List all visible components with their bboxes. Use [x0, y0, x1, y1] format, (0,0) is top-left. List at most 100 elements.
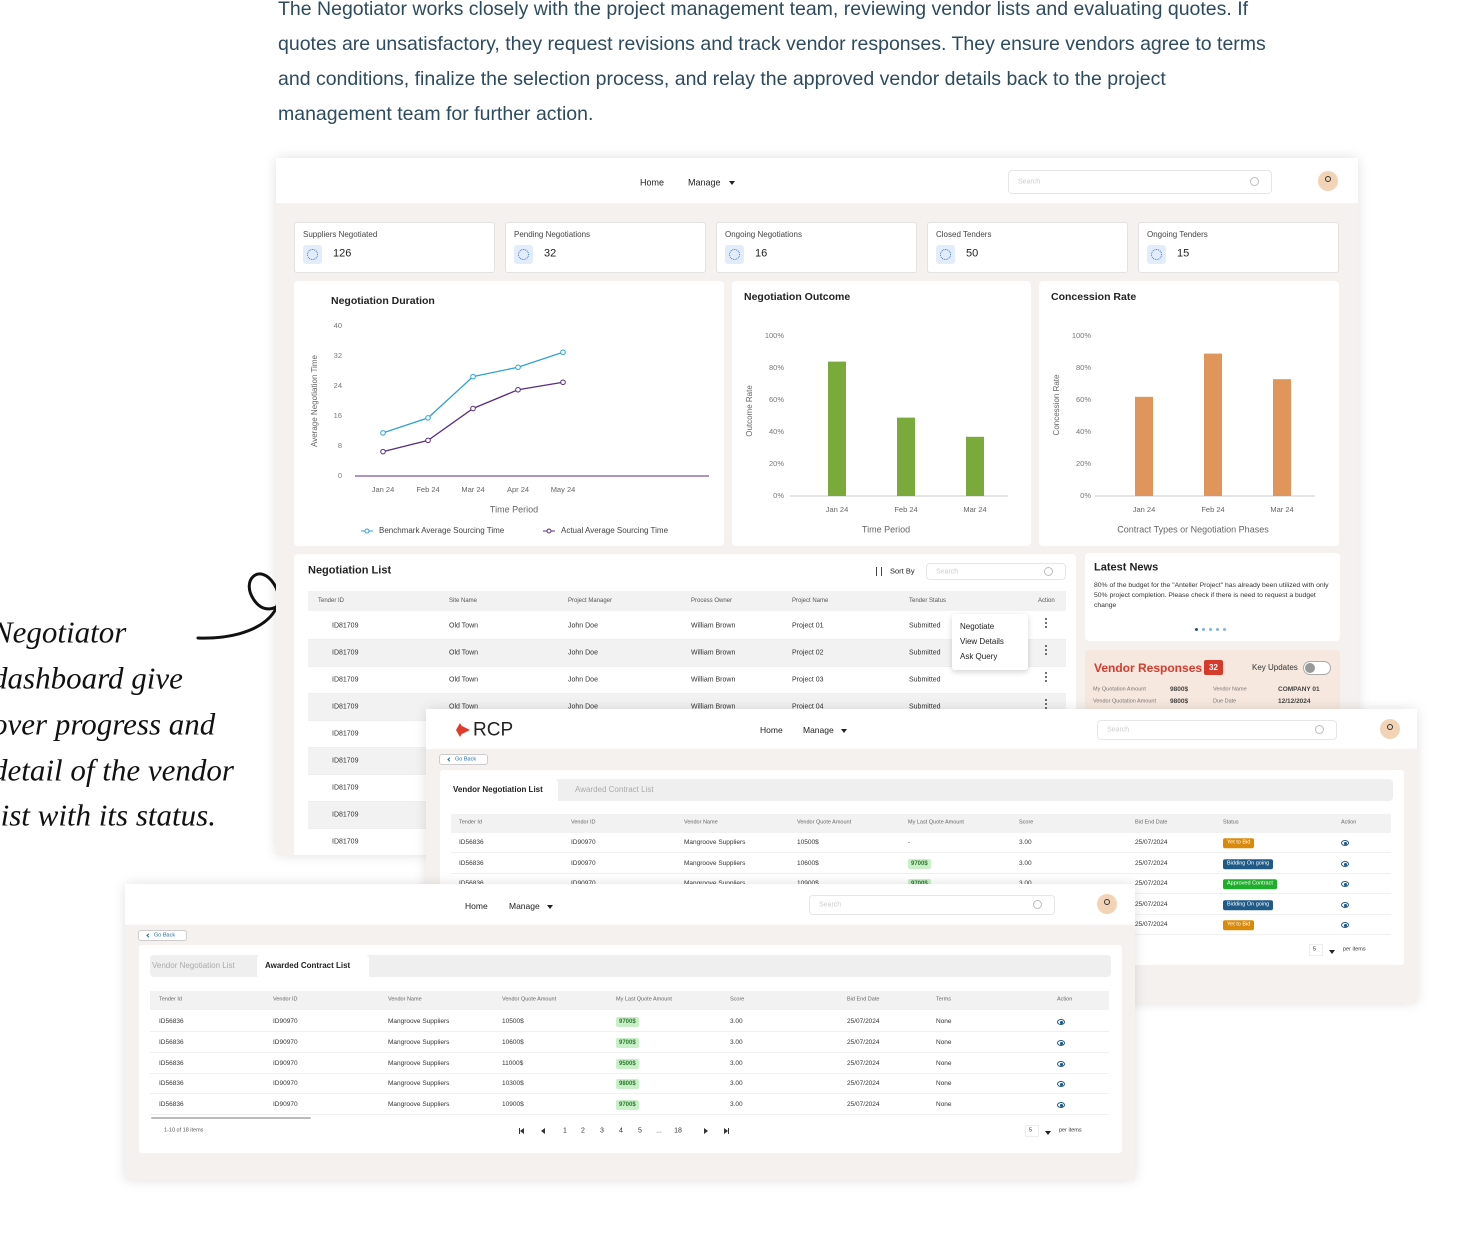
action-menu-dot[interactable]: [1045, 653, 1047, 655]
action-menu-dot[interactable]: [1045, 645, 1047, 647]
tab[interactable]: Vendor Negotiation List: [453, 785, 543, 794]
action-menu-dot[interactable]: [1045, 618, 1047, 620]
action-menu-dot[interactable]: [1045, 676, 1047, 678]
view-icon[interactable]: [1057, 1061, 1065, 1067]
carousel-dot[interactable]: [1209, 628, 1212, 631]
view-icon[interactable]: [1057, 1102, 1065, 1108]
table-cell: None: [936, 1017, 952, 1025]
page-size-box[interactable]: [1309, 944, 1323, 956]
status-badge: Approved Contract: [1223, 879, 1277, 889]
action-menu-dot[interactable]: [1045, 626, 1047, 628]
page-size-box[interactable]: [1025, 1125, 1039, 1137]
legend-label: Benchmark Average Sourcing Time: [379, 526, 505, 535]
search-box[interactable]: [809, 895, 1055, 915]
tab[interactable]: Vendor Negotiation List: [152, 961, 235, 970]
page-number[interactable]: 3: [600, 1127, 604, 1135]
column-header: Score: [1019, 819, 1034, 826]
y-tick-label: 8: [338, 441, 342, 450]
nav-link[interactable]: Home: [760, 724, 783, 735]
quote-pill: 9700$: [616, 1017, 639, 1027]
table-cell: 3.00: [1019, 859, 1032, 867]
action-menu-dot[interactable]: [1045, 707, 1047, 709]
x-tick-label: Feb 24: [894, 505, 917, 514]
table-cell: 10600$: [797, 859, 819, 867]
search-icon: [1250, 177, 1259, 186]
page-number[interactable]: 1: [563, 1127, 567, 1135]
view-icon[interactable]: [1341, 840, 1349, 846]
stat-label: Ongoing Tenders: [1147, 230, 1208, 239]
tab[interactable]: Awarded Contract List: [575, 785, 654, 794]
view-icon[interactable]: [1341, 902, 1349, 908]
table-row: [451, 854, 1391, 874]
carousel-dot[interactable]: [1223, 628, 1226, 631]
table-cell: ID81709: [332, 676, 359, 684]
y-tick-label: 40: [334, 321, 342, 330]
table-cell: 3.00: [730, 1059, 743, 1067]
legend-label: Actual Average Sourcing Time: [561, 526, 669, 535]
bar: [828, 361, 846, 496]
pagination-arrow[interactable]: [520, 1128, 524, 1134]
action-menu-dot[interactable]: [1045, 649, 1047, 651]
nav-link[interactable]: Home: [465, 900, 488, 911]
action-menu-dot[interactable]: [1045, 703, 1047, 705]
table-row: [150, 1012, 1109, 1032]
back-button[interactable]: [138, 930, 187, 941]
table-cell: ID81709: [332, 622, 359, 630]
page-number[interactable]: 5: [638, 1127, 642, 1135]
y-tick-label: 60%: [1076, 395, 1091, 404]
data-point: [425, 415, 431, 421]
view-icon-pupil: [1060, 1104, 1063, 1107]
page-number[interactable]: ...: [656, 1127, 662, 1135]
table-cell: John Doe: [568, 622, 598, 630]
table-cell: ID90970: [273, 1059, 298, 1067]
view-icon[interactable]: [1057, 1019, 1065, 1025]
nav-link[interactable]: Home: [640, 177, 665, 188]
pagination-arrow[interactable]: [724, 1128, 728, 1134]
x-axis-label: Time Period: [862, 524, 910, 534]
pagination-summary: 1-10 of 18 items: [164, 1127, 204, 1134]
back-button[interactable]: [439, 754, 488, 765]
page-size: 5: [1029, 1127, 1033, 1134]
data-point: [515, 386, 521, 393]
nav-link[interactable]: Manage: [509, 900, 540, 911]
menu-item[interactable]: Ask Query: [960, 652, 998, 661]
column-header: Tender Id: [459, 819, 482, 826]
menu-item[interactable]: Negotiate: [960, 622, 995, 631]
carousel-dot[interactable]: [1216, 628, 1219, 631]
action-menu-dot[interactable]: [1045, 680, 1047, 682]
view-icon[interactable]: [1057, 1081, 1065, 1087]
view-icon[interactable]: [1057, 1040, 1065, 1046]
menu-item[interactable]: View Details: [960, 637, 1004, 646]
page-size: 5: [1313, 946, 1317, 953]
pagination-arrow[interactable]: [541, 1128, 545, 1134]
action-menu-dot[interactable]: [1045, 699, 1047, 701]
view-icon[interactable]: [1341, 922, 1349, 928]
table-cell: 3.00: [730, 1079, 743, 1087]
view-icon[interactable]: [1341, 861, 1349, 867]
pagination-bar: [519, 1128, 520, 1134]
action-menu-dot[interactable]: [1045, 622, 1047, 624]
pagination-arrow[interactable]: [704, 1128, 708, 1134]
y-tick-label: 100%: [1072, 331, 1092, 340]
y-tick-label: 20%: [1076, 459, 1091, 468]
search-box[interactable]: [926, 563, 1066, 580]
status-badge: Yet to Bid: [1223, 838, 1255, 848]
search-box[interactable]: [1008, 170, 1272, 194]
carousel-dot[interactable]: [1195, 628, 1198, 631]
active-tab: [451, 779, 558, 801]
page-number[interactable]: 18: [674, 1127, 682, 1135]
search-box[interactable]: [1097, 720, 1337, 740]
page-number[interactable]: 4: [619, 1127, 623, 1135]
quote-pill: 9500$: [616, 1059, 639, 1069]
nav-link[interactable]: Manage: [803, 724, 834, 735]
page-number[interactable]: 2: [581, 1127, 585, 1135]
tab[interactable]: Awarded Contract List: [265, 961, 351, 970]
view-icon[interactable]: [1341, 881, 1349, 887]
carousel-dot[interactable]: [1202, 628, 1205, 631]
nav-link[interactable]: Manage: [688, 177, 721, 188]
status-badge: Bidding On going: [1223, 900, 1274, 910]
action-menu-dot[interactable]: [1045, 672, 1047, 674]
annotation-text: over progress and: [0, 706, 216, 742]
sort-label: Sort By: [890, 566, 915, 576]
